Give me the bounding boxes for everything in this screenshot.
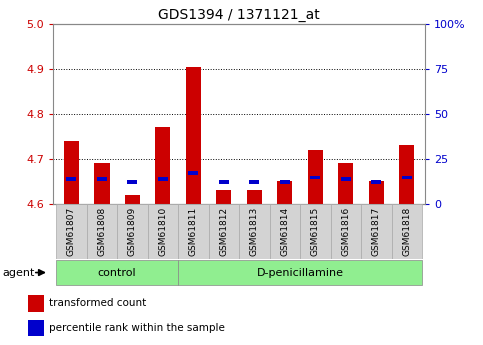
Bar (67, 177, 76, 181)
Bar (128, 180, 137, 184)
Bar (155, 127, 170, 204)
Text: GSM61813: GSM61813 (250, 207, 259, 256)
Bar (28, 295, 44, 312)
Text: GSM61814: GSM61814 (280, 207, 289, 256)
Bar (209, 204, 239, 259)
Bar (178, 204, 209, 259)
Text: control: control (98, 268, 137, 277)
Bar (270, 204, 300, 259)
Bar (277, 181, 292, 204)
Bar (371, 180, 381, 184)
Bar (247, 190, 262, 204)
Text: GSM61811: GSM61811 (189, 207, 198, 256)
Bar (216, 190, 231, 204)
Text: GSM61817: GSM61817 (372, 207, 381, 256)
Bar (188, 171, 199, 175)
Text: percentile rank within the sample: percentile rank within the sample (49, 323, 225, 333)
Bar (280, 180, 290, 184)
Bar (300, 204, 330, 259)
Bar (219, 180, 229, 184)
Bar (64, 141, 79, 204)
Text: GSM61808: GSM61808 (98, 207, 106, 256)
Bar (94, 163, 110, 204)
Bar (399, 145, 414, 204)
Text: GSM61816: GSM61816 (341, 207, 350, 256)
Text: GSM61812: GSM61812 (219, 207, 228, 256)
Bar (338, 163, 354, 204)
Bar (392, 204, 422, 259)
Bar (117, 204, 148, 259)
Bar (28, 320, 44, 336)
Bar (125, 195, 140, 204)
Bar (56, 204, 86, 259)
Bar (341, 177, 351, 181)
Text: GSM61807: GSM61807 (67, 207, 76, 256)
Text: D-penicillamine: D-penicillamine (256, 268, 343, 277)
Bar (86, 204, 117, 259)
Bar (97, 177, 107, 181)
Bar (239, 204, 270, 259)
Bar (402, 176, 412, 179)
Bar (56, 260, 178, 285)
Text: transformed count: transformed count (49, 298, 147, 308)
Text: agent: agent (3, 268, 35, 277)
Bar (308, 150, 323, 204)
Bar (311, 176, 320, 179)
Text: GSM61810: GSM61810 (158, 207, 168, 256)
Text: GSM61815: GSM61815 (311, 207, 320, 256)
Bar (148, 204, 178, 259)
Text: GSM61809: GSM61809 (128, 207, 137, 256)
Bar (186, 67, 201, 204)
Bar (330, 204, 361, 259)
Text: GSM61818: GSM61818 (402, 207, 411, 256)
Bar (369, 181, 384, 204)
Bar (361, 204, 392, 259)
Bar (249, 180, 259, 184)
Bar (158, 177, 168, 181)
Bar (178, 260, 422, 285)
Title: GDS1394 / 1371121_at: GDS1394 / 1371121_at (158, 8, 320, 22)
